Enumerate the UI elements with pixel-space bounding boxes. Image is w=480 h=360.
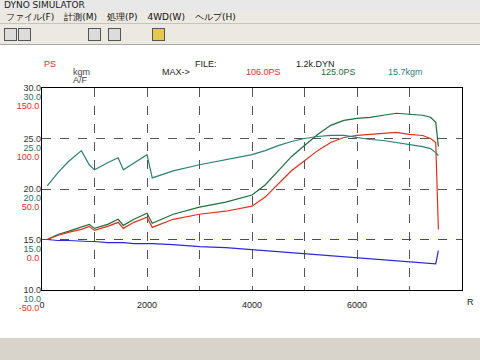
svg-text:0.0: 0.0 [27,253,40,263]
svg-text:15.7kgm: 15.7kgm [388,67,423,77]
svg-text:0: 0 [39,300,44,310]
svg-text:1.2k.DYN: 1.2k.DYN [296,59,335,69]
svg-text:150.0: 150.0 [17,101,40,111]
svg-text:15.0: 15.0 [23,235,41,245]
svg-text:106.0PS: 106.0PS [246,67,281,77]
html-text:処理(P): 処理(P) [107,12,138,22]
svg-text:25.0: 25.0 [23,134,41,144]
svg-text:20.0: 20.0 [23,184,41,194]
svg-text:R: R [467,297,474,307]
html-text:4WD(W): 4WD(W) [147,12,185,22]
svg-text:MAX->: MAX-> [162,67,190,77]
svg-text:A/F: A/F [73,75,88,85]
html-text:DYNO SIMULATOR: DYNO SIMULATOR [4,0,85,10]
svg-text:30.0: 30.0 [23,92,41,102]
svg-text:100.0: 100.0 [17,152,40,162]
svg-text:25.0: 25.0 [23,143,41,153]
html-text:ヘルプ(H): ヘルプ(H) [194,12,236,22]
svg-text:125.0PS: 125.0PS [321,67,356,77]
svg-text:15.0: 15.0 [23,244,41,254]
svg-text:FILE:: FILE: [195,59,217,69]
svg-text:6000: 6000 [347,300,367,310]
svg-text:20.0: 20.0 [23,193,41,203]
html-text:計測(M): 計測(M) [64,12,97,22]
svg-text:-50.0: -50.0 [19,303,40,313]
svg-text:2000: 2000 [137,300,157,310]
svg-text:10.0: 10.0 [23,294,41,304]
html-text:ファイル(F): ファイル(F) [6,12,55,22]
svg-text:50.0: 50.0 [22,202,40,212]
svg-text:30.0: 30.0 [23,83,41,93]
svg-text:10.0: 10.0 [23,285,41,295]
svg-text:PS: PS [44,59,56,69]
svg-text:kgm: kgm [73,67,90,77]
svg-text:4000: 4000 [242,300,262,310]
